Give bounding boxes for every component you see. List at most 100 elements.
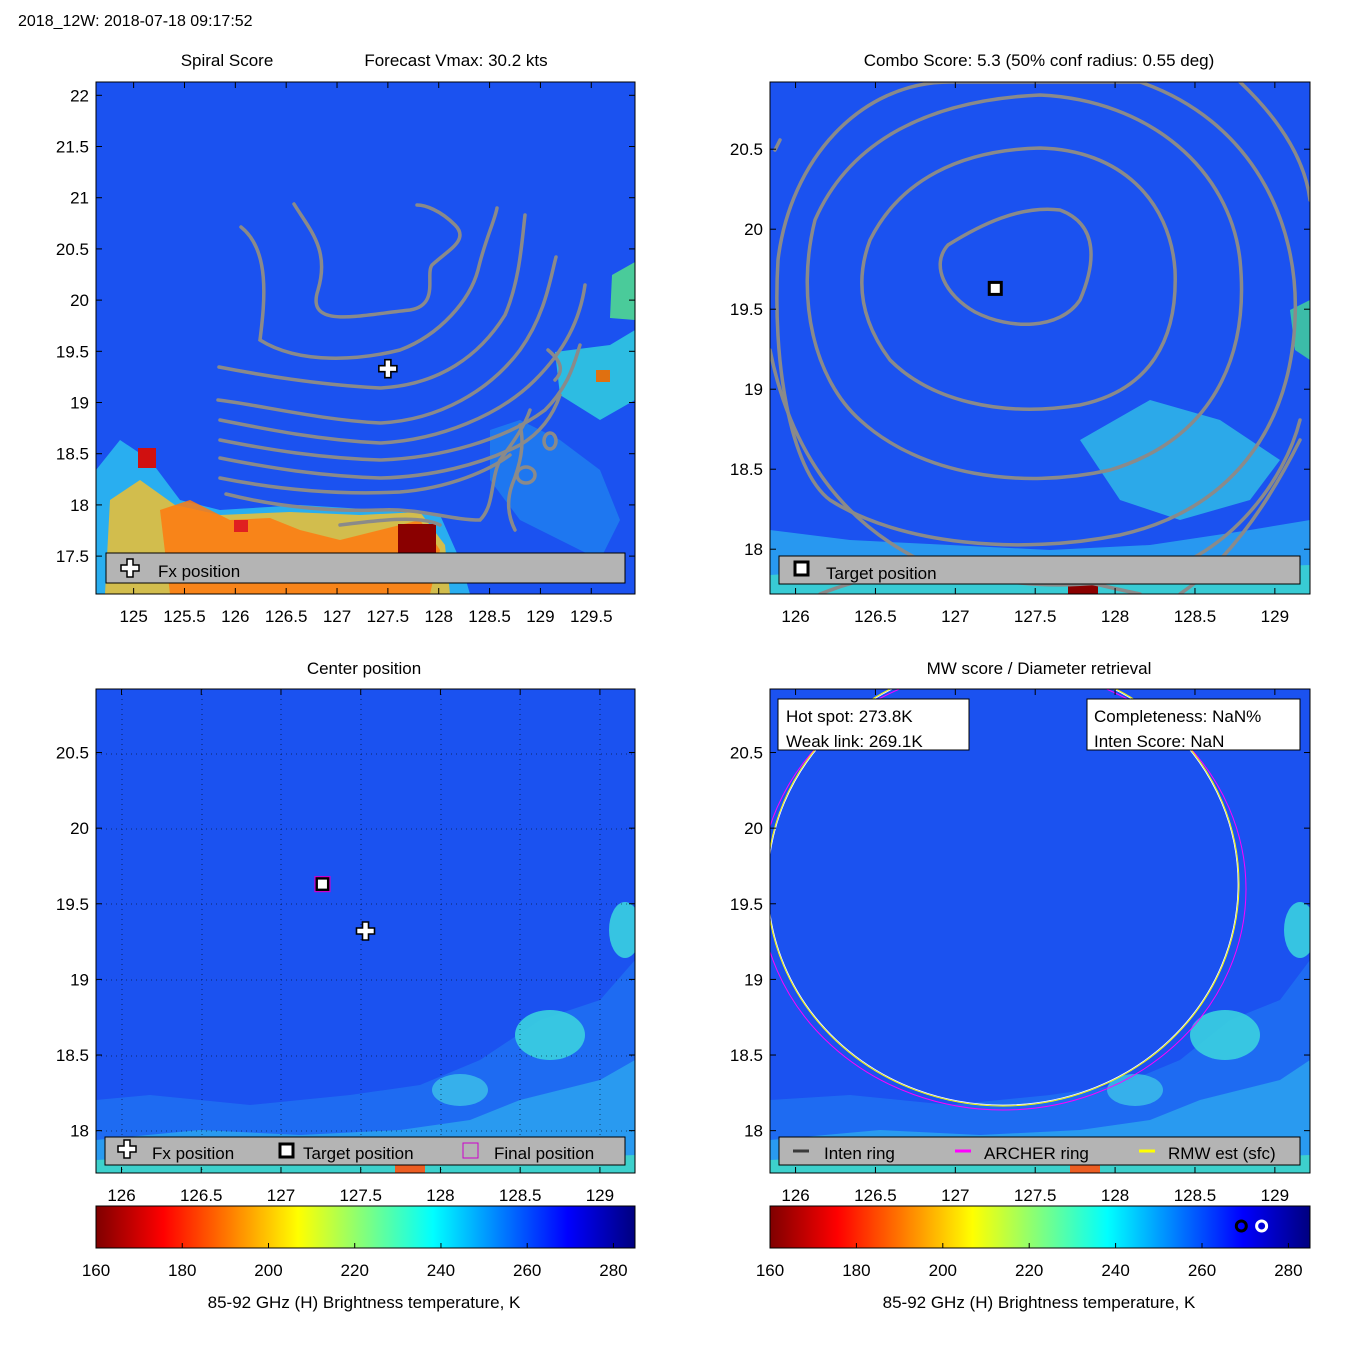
spiral-legend-box xyxy=(105,552,626,584)
x-tick-label: 127.5 xyxy=(339,1186,382,1205)
inten-score-readout: Inten Score: NaN xyxy=(1094,732,1224,751)
hot-spot-marker xyxy=(1234,1219,1248,1233)
spiral-contour xyxy=(292,202,462,319)
x-tick-label: 127 xyxy=(323,607,351,626)
x-tick-label: 128.5 xyxy=(1174,1186,1217,1205)
y-tick-label: 18.5 xyxy=(730,1046,763,1065)
x-tick-label: 127.5 xyxy=(1014,1186,1057,1205)
info-box xyxy=(1086,698,1301,751)
x-tick-label: 126.5 xyxy=(854,607,897,626)
center-position-markers xyxy=(314,876,376,941)
warm-spot xyxy=(1284,902,1310,958)
warm-spot xyxy=(609,902,635,958)
y-tick-label: 20 xyxy=(744,819,763,838)
y-tick-label: 21.5 xyxy=(56,138,89,157)
colorbar-label: 85-92 GHz (H) Brightness temperature, K xyxy=(883,1293,1196,1312)
spiral-legend: Fx position xyxy=(105,552,626,584)
x-tick-label: 127.5 xyxy=(1014,607,1057,626)
colorbar-tick-label: 260 xyxy=(1188,1261,1216,1280)
colorbar-tick-label: 280 xyxy=(1274,1261,1302,1280)
spiral-contour xyxy=(218,343,582,462)
x-tick-label: 126.5 xyxy=(180,1186,223,1205)
warm-band xyxy=(490,420,620,560)
colorbar-tick-label: 220 xyxy=(341,1261,369,1280)
rmw-ring xyxy=(770,689,1240,1107)
warm-spot xyxy=(432,1074,488,1106)
spiral-contour xyxy=(216,255,558,425)
y-tick-label: 18 xyxy=(70,496,89,515)
final-square-icon xyxy=(462,1142,479,1159)
weak-link-readout: Weak link: 269.1K xyxy=(786,732,923,751)
y-tick-label: 20.5 xyxy=(730,140,763,159)
center-axes-frame xyxy=(95,688,636,1174)
y-tick-label: 18 xyxy=(744,1122,763,1141)
combo-background xyxy=(770,82,1310,594)
x-tick-label: 127 xyxy=(267,1186,295,1205)
colorbar-tick-label: 200 xyxy=(254,1261,282,1280)
spiral-panel: Spiral Score Forecast Vmax: 30.2 kts xyxy=(56,51,636,626)
spiral-contour xyxy=(338,517,442,527)
target-position-marker xyxy=(987,280,1003,296)
combo-contour xyxy=(1238,82,1310,202)
y-tick-label: 19.5 xyxy=(730,300,763,319)
y-tick-label: 18.5 xyxy=(730,460,763,479)
colorbar-tick-label: 160 xyxy=(756,1261,784,1280)
spiral-contour xyxy=(218,453,512,495)
combo-contour xyxy=(775,82,1298,547)
x-tick-label: 129 xyxy=(1261,607,1289,626)
info-box xyxy=(777,698,970,751)
colorbar-gradient xyxy=(769,1205,1311,1249)
colorbar-tick-label: 240 xyxy=(427,1261,455,1280)
spiral-contour xyxy=(239,206,499,360)
legend-inten-label: Inten ring xyxy=(824,1144,895,1163)
x-tick-label: 128.5 xyxy=(1174,607,1217,626)
center-ticks: 126 126.5 127 127.5 128 128.5 129 20.5 20 19.5 19 1… xyxy=(56,689,635,1205)
y-tick-label: 18.5 xyxy=(56,1046,89,1065)
spiral-subtitle: Forecast Vmax: 30.2 kts xyxy=(364,51,547,70)
y-tick-label: 19 xyxy=(744,970,763,989)
spiral-axes-frame xyxy=(95,81,636,595)
hot-cell xyxy=(1068,583,1098,594)
mw-ticks: 126 126.5 127 127.5 128 128.5 129 20.5 20 19.5 19 1… xyxy=(730,689,1310,1205)
hot-cell xyxy=(234,520,248,532)
x-tick-label: 128 xyxy=(426,1186,454,1205)
fx-position-marker xyxy=(378,358,398,379)
x-tick-label: 125.5 xyxy=(163,607,206,626)
mw-colorbar: 160 180 200 220 240 260 280 85-92 GHz (H) Brig… xyxy=(756,1205,1311,1312)
center-legend: Fx position Target position Final positi… xyxy=(104,1136,626,1166)
combo-title: Combo Score: 5.3 (50% conf radius: 0.55 … xyxy=(864,51,1215,70)
fx-position-cross xyxy=(378,358,398,379)
y-tick-label: 20.5 xyxy=(56,240,89,259)
target-position-square xyxy=(987,280,1003,296)
mw-info-right: Completeness: NaN% Inten Score: NaN xyxy=(1086,698,1301,751)
spiral-ticks: 125 125.5 126 126.5 127 127.5 128 128.5 129 129.5… xyxy=(56,82,635,626)
combo-contour xyxy=(805,93,1244,481)
y-tick-label: 17.5 xyxy=(56,547,89,566)
spiral-contours xyxy=(216,202,587,532)
colorbar-tick-label: 200 xyxy=(929,1261,957,1280)
spiral-contour xyxy=(217,213,527,390)
spiral-contour xyxy=(546,348,563,382)
figure-title: 2018_12W: 2018-07-18 09:17:52 xyxy=(18,13,253,30)
center-grid xyxy=(96,689,635,1173)
colorbar-tick-label: 160 xyxy=(82,1261,110,1280)
combo-contour xyxy=(860,146,1177,411)
warm-spot xyxy=(1190,1010,1260,1060)
colorbar-markers xyxy=(1234,1219,1269,1233)
x-tick-label: 126 xyxy=(221,607,249,626)
combo-panel: Combo Score: 5.3 (50% conf radius: 0.55 … xyxy=(730,51,1311,626)
combo-contour xyxy=(938,207,1093,327)
mw-axes-frame xyxy=(769,688,1311,1174)
center-colorbar: 160 180 200 220 240 260 280 85-92 GHz (H) Brig… xyxy=(82,1205,636,1312)
mw-legend-box xyxy=(778,1136,1301,1166)
x-tick-label: 125 xyxy=(119,607,147,626)
colorbar-tick-label: 180 xyxy=(168,1261,196,1280)
x-tick-label: 127 xyxy=(941,607,969,626)
mw-info-left: Hot spot: 273.8K Weak link: 269.1K xyxy=(777,698,970,751)
archer-ring xyxy=(770,689,1247,1111)
x-tick-label: 129.5 xyxy=(570,607,613,626)
colorbar-label: 85-92 GHz (H) Brightness temperature, K xyxy=(208,1293,521,1312)
y-tick-label: 22 xyxy=(70,86,89,105)
legend-target-label: Target position xyxy=(826,564,937,583)
